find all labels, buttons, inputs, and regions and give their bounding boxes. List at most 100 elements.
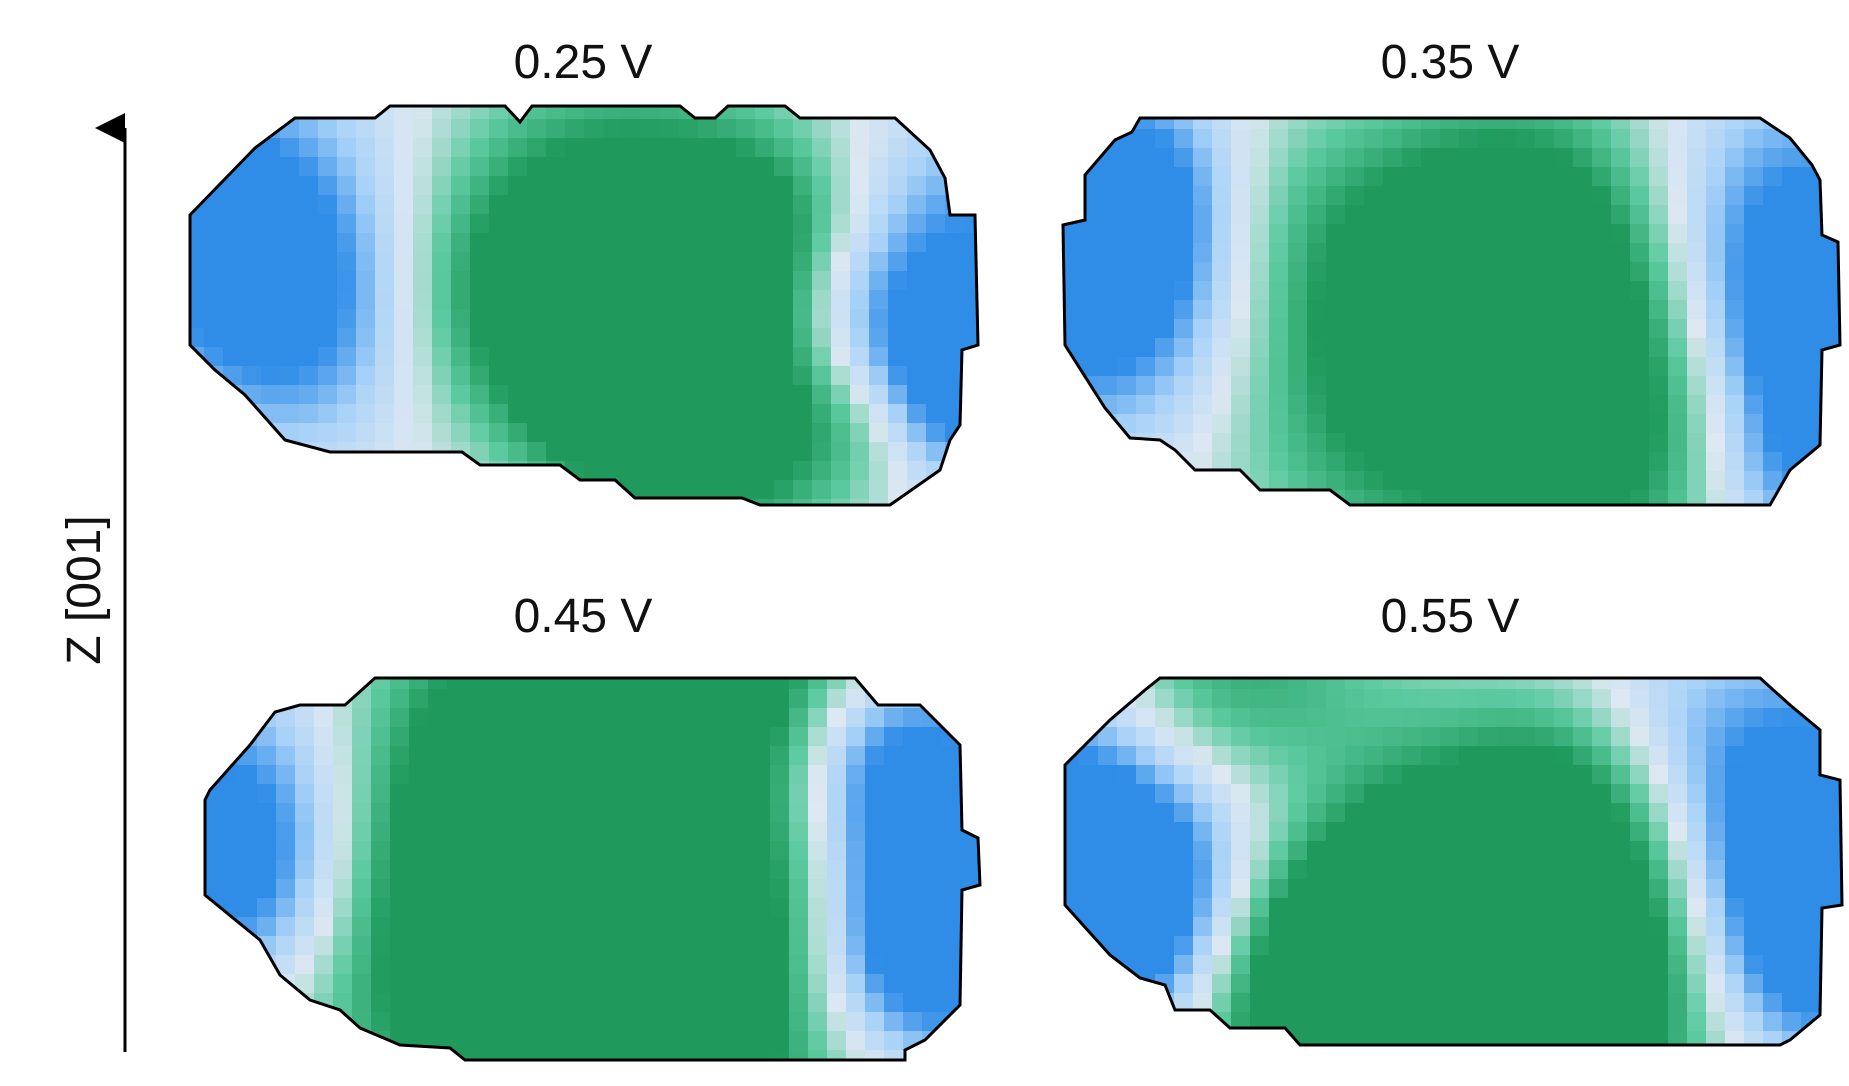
heatmap-cell [1535,452,1555,472]
heatmap-cell [280,385,300,405]
heatmap-cell [428,803,448,823]
heatmap-cell [1497,167,1517,187]
heatmap-cell [1364,224,1384,244]
heatmap-cell [1668,509,1688,529]
heatmap-cell [1136,803,1156,823]
heatmap-cell [831,461,851,481]
heatmap-cell [1782,186,1802,206]
heatmap-cell [1592,708,1612,728]
heatmap-cell [622,385,642,405]
heatmap-cell [869,176,889,196]
heatmap-cell [390,841,410,861]
heatmap-cell [204,347,224,367]
heatmap-cell [1592,395,1612,415]
heatmap-cell [907,176,927,196]
heatmap-cell [1345,129,1365,149]
heatmap-cell [1136,338,1156,358]
heatmap-cell [1174,319,1194,339]
heatmap-cell [1763,993,1783,1013]
heatmap-cell [1687,338,1707,358]
heatmap-cell [299,214,319,234]
heatmap-cell [1554,678,1574,690]
heatmap-cell [679,309,699,329]
heatmap-cell [1516,243,1536,263]
heatmap-cell [371,841,391,861]
heatmap-cell [432,214,452,234]
heatmap-cell [808,936,828,956]
heatmap-cell [394,157,414,177]
heatmap-cell [257,1031,277,1051]
heatmap-cell [827,917,847,937]
heatmap-cell [1478,376,1498,396]
heatmap-cell [1820,746,1840,766]
heatmap-cell [793,233,813,253]
heatmap-cell [850,214,870,234]
heatmap-cell [960,1012,980,1032]
heatmap-cell [280,252,300,272]
heatmap-cell [1440,452,1460,472]
heatmap-cell [618,898,638,918]
heatmap-cell [1440,186,1460,206]
heatmap-cell [242,233,262,253]
heatmap-cell [1459,1050,1479,1070]
heatmap-cell [1782,1012,1802,1032]
heatmap-cell [922,974,942,994]
heatmap-cell [603,195,623,215]
heatmap-cell [679,442,699,462]
heatmap-cell [1668,452,1688,472]
heatmap-cell [1250,860,1270,880]
heatmap-cell [1345,395,1365,415]
heatmap-cell [789,678,809,690]
heatmap-cell [470,309,490,329]
heatmap-cell [1383,262,1403,282]
heatmap-cell [1288,319,1308,339]
heatmap-cell [1364,841,1384,861]
heatmap-cell [1611,1050,1631,1070]
heatmap-cell [983,366,1003,386]
heatmap-cell [1174,376,1194,396]
heatmap-cell [888,309,908,329]
heatmap-cell [1288,993,1308,1013]
heatmap-cell [755,347,775,367]
heatmap-cell [1364,205,1384,225]
heatmap-cell [755,366,775,386]
heatmap-cell [205,898,220,918]
heatmap-cell [1763,727,1783,747]
heatmap-cell [261,157,281,177]
heatmap-cell [926,309,946,329]
heatmap-cell [1288,879,1308,899]
heatmap-cell [1744,376,1764,396]
heatmap-cell [679,271,699,291]
heatmap-cell [850,385,870,405]
heatmap-cell [1269,974,1289,994]
heatmap-cell [599,917,619,937]
heatmap-cell [1098,727,1118,747]
heatmap-cell [850,347,870,367]
heatmap-cell [1117,727,1137,747]
heatmap-cell [318,176,338,196]
heatmap-cell [637,1031,657,1051]
heatmap-cell [755,480,775,500]
heatmap-cell [356,423,376,443]
heatmap-cell [641,252,661,272]
heatmap-cell [1497,803,1517,823]
heatmap-cell [755,404,775,424]
heatmap-cell [618,1012,638,1032]
heatmap-cell [1098,471,1118,491]
heatmap-cell [394,385,414,405]
heatmap-cell [1383,955,1403,975]
heatmap-cell [204,252,224,272]
heatmap-cell [1592,319,1612,339]
heatmap-cell [261,106,281,120]
heatmap-cell [1193,1031,1213,1045]
heatmap-cell [1744,822,1764,842]
heatmap-cell [1364,803,1384,823]
heatmap-cell [390,879,410,899]
heatmap-cell [1535,898,1555,918]
heatmap-cell [751,784,771,804]
heatmap-cell [1459,1012,1479,1032]
heatmap-cell [1402,148,1422,168]
heatmap-cell [1725,509,1745,529]
heatmap-cell [584,214,604,234]
heatmap-cell [1706,993,1726,1013]
